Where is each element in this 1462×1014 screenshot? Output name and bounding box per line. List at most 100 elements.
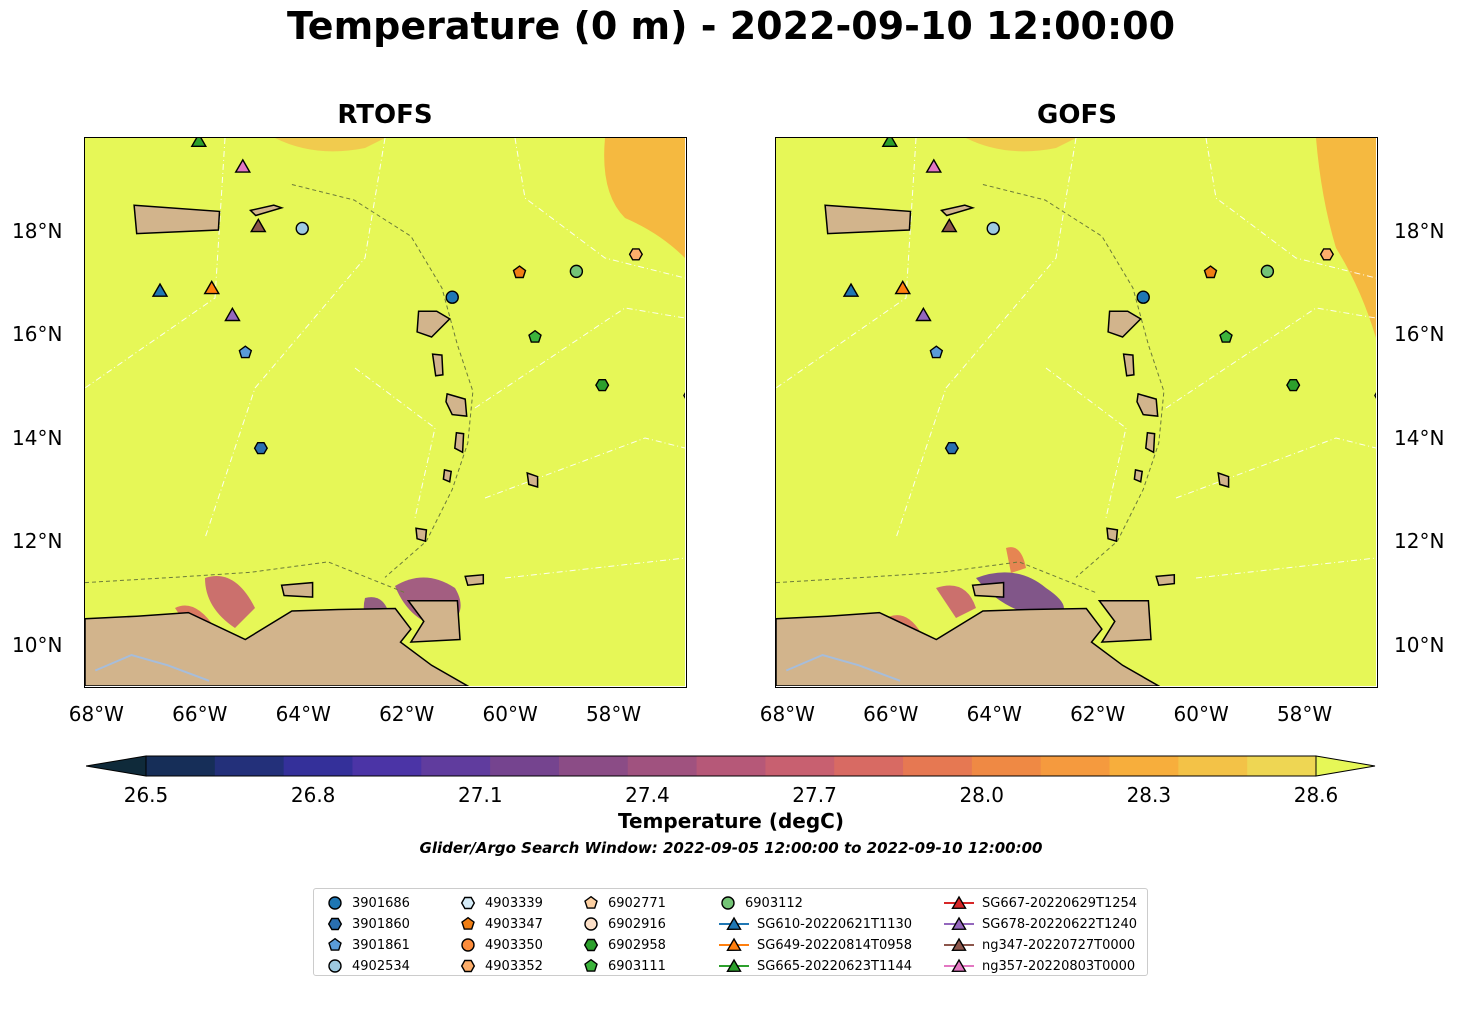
legend-triangle-icon (951, 937, 967, 952)
legend-label: ng357-20220803T0000 (982, 958, 1136, 974)
legend-item: SG649-20220814T0958 (719, 935, 912, 955)
marker-sg665-20220623t1144 (190, 138, 208, 148)
legend-pentagon-icon (584, 958, 598, 972)
colorbar-outline (145, 755, 1317, 777)
map-panel-rtofs[interactable] (84, 137, 687, 688)
land-tobago (1155, 573, 1176, 587)
legend-marker-icon (328, 896, 342, 910)
x-tick-label: 66°W (863, 702, 919, 726)
legend-marker-icon (944, 937, 974, 952)
legend-label: 6903111 (608, 958, 666, 974)
colorbar-tick-label: 28.0 (959, 783, 1004, 807)
legend-item: 3901861 (326, 935, 410, 955)
legend-label: SG610-20220621T1130 (757, 916, 913, 932)
marker-6902958 (595, 378, 610, 392)
colorbar-segment (283, 756, 353, 776)
y-tick-label-left: 12°N (12, 529, 63, 554)
eez-boundary-line (514, 138, 685, 279)
colorbar-segment (834, 756, 904, 776)
colorbar-segment (490, 756, 560, 776)
legend: 3901686 3901860 3901861 4902534 4903339 49033… (313, 888, 1148, 976)
y-tick-label-right: 10°N (1394, 632, 1445, 657)
y-tick-label-right: 18°N (1394, 219, 1445, 244)
legend-marker-icon (460, 896, 476, 910)
marker-4903352 (1319, 248, 1335, 261)
land-trinidad (1097, 599, 1152, 643)
y-tick-label-left: 14°N (12, 425, 63, 450)
legend-marker-icon (328, 937, 342, 951)
colorbar-segment (1109, 756, 1179, 776)
legend-label: 3901861 (352, 937, 410, 953)
marker-ng357-20220803t0000 (925, 158, 943, 173)
map-panel-gofs[interactable] (775, 137, 1378, 688)
legend-item: ng347-20220727T0000 (944, 935, 1135, 955)
y-tick-label-right: 14°N (1394, 425, 1445, 450)
colorbar-segment (627, 756, 698, 776)
colorbar-tick-label: 28.6 (1293, 783, 1339, 807)
marker-ng347-20220727t0000 (249, 218, 267, 233)
legend-marker-icon (328, 959, 342, 973)
panel-title-gofs: GOFS (1037, 100, 1117, 130)
legend-item: 4903347 (459, 914, 543, 934)
colorbar-tick-label: 27.4 (625, 783, 670, 807)
bathymetry-contour (85, 561, 406, 594)
cool-water-anomaly (205, 576, 255, 628)
marker-6903111 (1219, 329, 1233, 343)
x-tick-label: 68°W (68, 702, 124, 726)
legend-marker-icon (944, 895, 974, 910)
y-tick-label-left: 18°N (12, 219, 63, 244)
figure-title: Temperature (0 m) - 2022-09-10 12:00:00 (286, 4, 1176, 48)
legend-marker-icon (719, 916, 749, 931)
legend-marker-icon (719, 958, 749, 973)
marker-sg649-20220814t0958 (203, 280, 221, 295)
legend-circle-icon (721, 896, 735, 910)
marker-6902958 (1286, 378, 1301, 392)
warm-water-patch (966, 138, 1076, 152)
legend-hexagon-icon (583, 938, 599, 952)
legend-circle-icon (328, 959, 342, 973)
cool-water-anomaly (1006, 547, 1026, 573)
eez-boundary-line (354, 367, 436, 519)
land-guadeloupe (1107, 310, 1142, 338)
marker-ng347-20220727t0000 (940, 218, 958, 233)
legend-hexagon-icon (460, 896, 476, 910)
eez-boundary-line (1195, 557, 1376, 579)
colorbar (85, 755, 1376, 777)
legend-item: 6902916 (582, 914, 666, 934)
colorbar-min-arrow (85, 755, 147, 777)
legend-item: 3901860 (326, 914, 410, 934)
land-dominica (431, 353, 444, 377)
y-tick-label-right: 16°N (1394, 322, 1445, 347)
map-canvas (85, 138, 685, 686)
legend-label: 6902958 (608, 937, 666, 953)
x-tick-label: 58°W (585, 702, 642, 726)
legend-item: SG665-20220623T1144 (719, 956, 912, 976)
land-margarita (280, 581, 314, 598)
land-puerto-rico (824, 204, 912, 235)
y-tick-label-left: 16°N (12, 322, 63, 347)
land-margarita (971, 581, 1005, 598)
legend-pentagon-icon (328, 937, 342, 951)
marker-3901861 (929, 345, 944, 359)
legend-label: SG649-20220814T0958 (757, 937, 913, 953)
colorbar-segment (696, 756, 766, 776)
marker-sg678-20220622t1240 (915, 306, 932, 322)
marker-4902534 (295, 221, 309, 236)
marker-sg610-20220621t1130 (842, 282, 860, 297)
legend-hexagon-icon (327, 917, 343, 931)
x-tick-label: 68°W (759, 702, 815, 726)
marker-sg610-20220621t1130 (151, 282, 169, 297)
colorbar-segment (1178, 756, 1248, 776)
marker-4903347 (512, 265, 527, 279)
warm-water-patch (1316, 138, 1376, 338)
colorbar-tick-label: 27.7 (792, 783, 837, 807)
marker-3901861 (238, 345, 253, 359)
legend-marker-icon (721, 896, 735, 910)
land-grenada (1106, 527, 1119, 543)
legend-label: 6903112 (745, 895, 803, 911)
legend-marker-icon (583, 938, 599, 952)
legend-marker-icon (944, 958, 974, 973)
legend-item: SG667-20220629T1254 (944, 893, 1137, 913)
eez-boundary-line (1045, 367, 1127, 519)
legend-item: 4903339 (459, 893, 543, 913)
